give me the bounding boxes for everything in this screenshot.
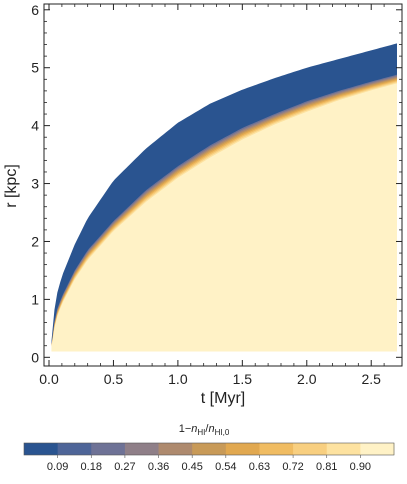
colorbar-swatch (326, 443, 361, 455)
x-tick-label: 1.0 (168, 371, 188, 387)
colorbar-swatch (225, 443, 260, 455)
x-tick-label: 1.5 (233, 371, 253, 387)
x-tick-label: 0.5 (104, 371, 124, 387)
colorbar-title-part: / (205, 423, 209, 435)
colorbar-title-part: HI (197, 428, 205, 437)
colorbar-swatch (259, 443, 294, 455)
colorbar-swatch (158, 443, 193, 455)
colorbar-title-part: HI,0 (215, 428, 230, 437)
colorbar-tick-label: 0.36 (148, 461, 169, 473)
x-axis-ticks: 0.0 0.5 1.0 1.5 2.0 2.5 (39, 4, 385, 387)
y-tick-label: 0 (31, 349, 39, 365)
colorbar-tick-label: 0.72 (282, 461, 303, 473)
y-tick-label: 5 (31, 60, 39, 76)
colorbar-tick-label: 0.09 (47, 461, 68, 473)
colorbar-tick-label: 0.90 (350, 461, 371, 473)
colorbar-tick-labels: 0.09 0.18 0.27 0.36 0.45 0.54 0.63 0.72 0.81 0.90 (47, 455, 371, 473)
plot-frame (43, 3, 403, 367)
x-tick-label: 2.0 (297, 371, 317, 387)
colorbar-swatch (360, 443, 395, 455)
colorbar-tick-label: 0.54 (215, 461, 236, 473)
colorbar-tick-label: 0.63 (249, 461, 270, 473)
colorbar-swatch (57, 443, 92, 455)
colorbar-swatch (293, 443, 328, 455)
colorbar-tick-label: 0.27 (114, 461, 135, 473)
x-tick-label: 0.0 (39, 371, 59, 387)
colorbar-title-part: n (208, 423, 214, 435)
y-tick-label: 1 (31, 291, 39, 307)
colorbar-swatch (192, 443, 227, 455)
colorbar-swatch (24, 443, 59, 455)
y-tick-label: 3 (31, 176, 39, 192)
x-axis-title: t [Myr] (201, 390, 245, 407)
colorbar-title-part: 1− (179, 423, 192, 435)
y-tick-label: 6 (31, 2, 39, 18)
colorbar-tick-label: 0.45 (181, 461, 202, 473)
y-tick-label: 4 (31, 118, 39, 134)
colorbar-swatch (91, 443, 126, 455)
colorbar-title: 1−nHI/nHI,0 (179, 423, 230, 437)
colorbar-swatch (124, 443, 160, 455)
colorbar-tick-label: 0.81 (316, 461, 337, 473)
y-tick-label: 2 (31, 233, 39, 249)
x-tick-label: 2.5 (361, 371, 381, 387)
ionized-region-area (51, 83, 397, 352)
y-axis-title: r [kpc] (3, 164, 20, 208)
y-axis-ticks: 0 1 2 3 4 5 6 (31, 2, 402, 365)
colorbar (23, 442, 395, 456)
colorbar-tick-label: 0.18 (81, 461, 102, 473)
colorbar-frame (23, 442, 395, 456)
colorbar-title-part: n (191, 423, 197, 435)
